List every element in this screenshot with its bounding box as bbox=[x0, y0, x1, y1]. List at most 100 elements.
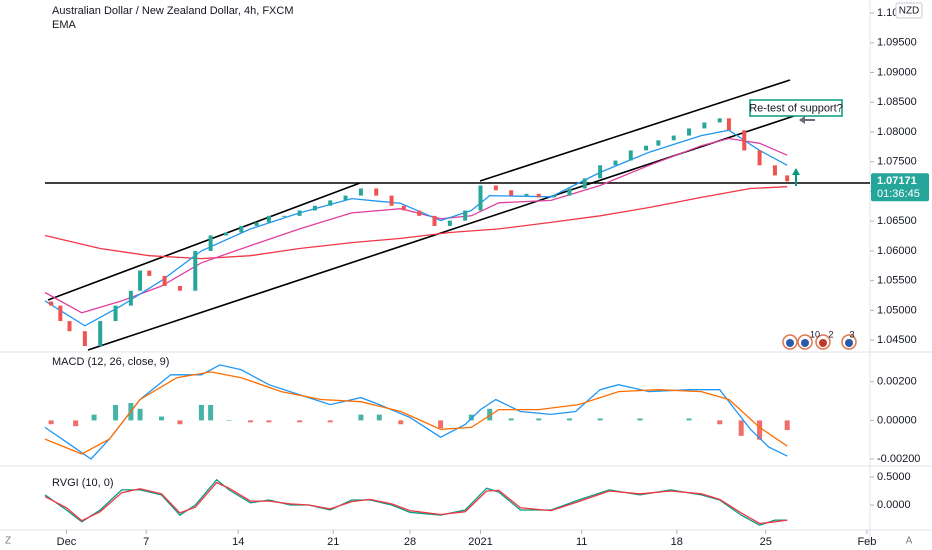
y-tick-label: 1.06500 bbox=[877, 215, 917, 227]
annotation-box bbox=[749, 99, 843, 117]
x-tick-label: 18 bbox=[671, 536, 683, 548]
candle bbox=[757, 150, 762, 166]
histogram-bar bbox=[266, 420, 272, 423]
candle bbox=[147, 270, 152, 276]
histogram-bar bbox=[757, 420, 763, 440]
candle bbox=[628, 150, 633, 161]
y-tick-label: -0.00200 bbox=[877, 453, 920, 465]
histogram-bar bbox=[784, 420, 790, 431]
candle bbox=[177, 286, 182, 291]
last-price: 1.07171 bbox=[877, 175, 917, 187]
candle bbox=[644, 145, 649, 151]
candle bbox=[374, 188, 379, 196]
candle bbox=[687, 128, 692, 136]
chart-title: Australian Dollar / New Zealand Dollar, … bbox=[52, 5, 293, 17]
y-tick-label: 1.04500 bbox=[877, 334, 917, 346]
auto-scale-button[interactable]: A bbox=[906, 536, 913, 547]
y-tick-label: 1.08000 bbox=[877, 126, 917, 138]
event-badges: 10 2 3 bbox=[782, 329, 857, 350]
x-tick-label: Feb bbox=[857, 536, 876, 548]
channel-line bbox=[47, 182, 361, 301]
y-tick-label: 0.00000 bbox=[877, 414, 917, 426]
y-tick-label: 1.06000 bbox=[877, 245, 917, 257]
x-tick-label: 14 bbox=[232, 536, 244, 548]
candle bbox=[239, 225, 244, 233]
zoom-button[interactable]: Z bbox=[5, 536, 11, 547]
histogram-bar bbox=[566, 418, 572, 421]
histogram-bar bbox=[597, 418, 603, 421]
candle bbox=[328, 200, 333, 206]
x-tick-label: Dec bbox=[57, 536, 77, 548]
line bbox=[44, 129, 788, 327]
candle bbox=[742, 130, 747, 151]
candle bbox=[509, 190, 514, 196]
candle bbox=[49, 301, 54, 306]
x-tick-label: 11 bbox=[576, 536, 587, 548]
y-tick-label: 0.00200 bbox=[877, 376, 917, 388]
candle bbox=[358, 188, 363, 196]
candle bbox=[162, 275, 167, 286]
candle bbox=[536, 193, 541, 198]
candle bbox=[113, 305, 118, 322]
histogram-bar bbox=[177, 420, 183, 425]
candle bbox=[432, 215, 437, 226]
histogram-bar bbox=[508, 418, 514, 421]
histogram-bar bbox=[738, 420, 744, 436]
candle bbox=[98, 321, 103, 347]
candle bbox=[138, 270, 143, 291]
candle bbox=[656, 140, 661, 146]
channel-line bbox=[479, 79, 791, 182]
histogram-bar bbox=[536, 418, 542, 421]
currency-box[interactable] bbox=[895, 2, 923, 19]
histogram-bar bbox=[468, 414, 474, 421]
y-tick-label: 0.0000 bbox=[877, 499, 911, 511]
histogram-bar bbox=[208, 404, 214, 421]
candle bbox=[254, 222, 259, 226]
candle bbox=[785, 175, 790, 182]
histogram-bar bbox=[91, 414, 97, 421]
histogram-bar bbox=[686, 418, 692, 421]
badge-count: 10 bbox=[810, 329, 820, 339]
candle bbox=[478, 185, 483, 211]
line bbox=[44, 364, 788, 460]
candle bbox=[598, 165, 603, 179]
y-tick-label: 1.08500 bbox=[877, 96, 917, 108]
badge-flag bbox=[801, 339, 809, 347]
candle bbox=[702, 122, 707, 129]
candle bbox=[282, 215, 287, 217]
indicator-label: RVGI (10, 0) bbox=[52, 477, 114, 489]
histogram-bar bbox=[159, 416, 165, 421]
arrow-head bbox=[792, 168, 800, 175]
candle bbox=[82, 331, 87, 347]
candle bbox=[493, 185, 498, 191]
badge-count: 3 bbox=[849, 329, 854, 339]
candle bbox=[266, 215, 271, 223]
line bbox=[44, 137, 788, 314]
line bbox=[44, 186, 788, 260]
histogram-bar bbox=[327, 420, 333, 423]
histogram-bar bbox=[398, 420, 404, 425]
candle bbox=[193, 250, 198, 291]
x-tick-label: 21 bbox=[327, 536, 339, 548]
candle bbox=[343, 195, 348, 201]
histogram-bar bbox=[48, 420, 54, 425]
candle bbox=[613, 160, 618, 166]
candle bbox=[128, 290, 133, 306]
histogram-bar bbox=[137, 408, 143, 421]
countdown: 01:36:45 bbox=[877, 188, 920, 200]
indicator-label: MACD (12, 26, close, 9) bbox=[52, 356, 169, 368]
last-price-box bbox=[871, 173, 929, 202]
y-tick-label: 1.09000 bbox=[877, 66, 917, 78]
candle bbox=[312, 205, 317, 211]
histogram-bar bbox=[198, 404, 204, 421]
histogram-bar bbox=[487, 408, 493, 421]
candle bbox=[223, 232, 228, 236]
histogram-bar bbox=[637, 418, 643, 421]
x-tick-label: 28 bbox=[404, 536, 416, 548]
candle bbox=[401, 205, 406, 211]
line bbox=[44, 371, 788, 455]
y-tick-label: 1.05500 bbox=[877, 275, 917, 287]
candle bbox=[208, 235, 213, 251]
